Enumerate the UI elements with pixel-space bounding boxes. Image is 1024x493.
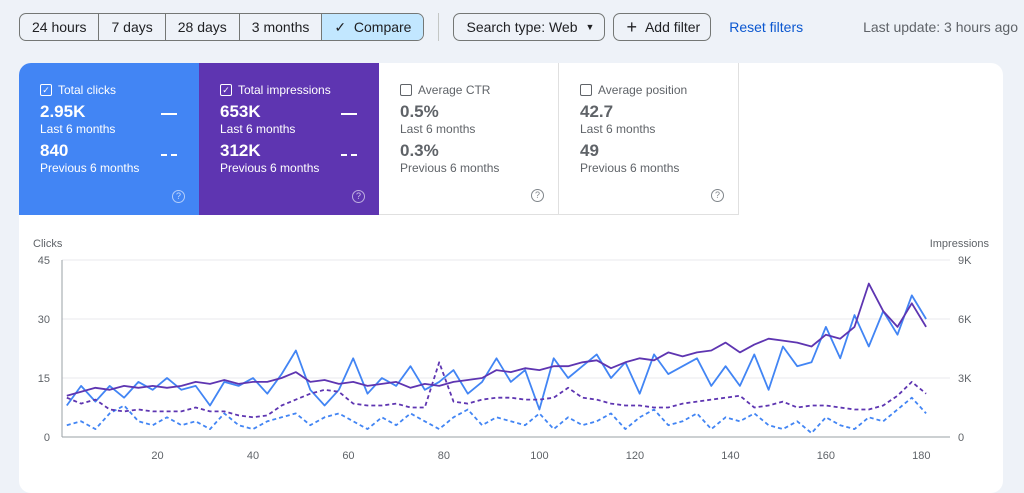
y-axis-right-label: Impressions: [930, 238, 990, 250]
plus-icon: +: [626, 17, 637, 37]
y-tick-left: 0: [44, 432, 50, 444]
x-tick: 100: [530, 450, 548, 462]
check-icon: ✓: [334, 19, 347, 35]
previous-value: 49: [580, 141, 599, 160]
card-total-impressions[interactable]: ✓ Total impressions 653K Last 6 months 31…: [199, 63, 379, 215]
current-period: Last 6 months: [220, 122, 296, 136]
help-icon[interactable]: ?: [711, 189, 724, 202]
current-value: 653K: [220, 102, 261, 121]
y-tick-left: 30: [38, 314, 50, 326]
y-tick-left: 45: [38, 255, 50, 267]
divider: [438, 13, 440, 41]
y-tick-left: 15: [38, 373, 50, 385]
checkbox-checked-icon[interactable]: ✓: [40, 84, 52, 96]
card-label: Average position: [598, 83, 688, 97]
x-tick: 80: [438, 450, 450, 462]
help-icon[interactable]: ?: [172, 190, 185, 203]
compare-button[interactable]: ✓ Compare: [322, 14, 424, 40]
current-period: Last 6 months: [400, 122, 476, 136]
card-total-clicks[interactable]: ✓ Total clicks 2.95K Last 6 months 840 Pr…: [19, 63, 199, 215]
current-value: 2.95K: [40, 102, 86, 121]
card-label: Total impressions: [238, 83, 331, 97]
toolbar: 24 hours 7 days 28 days 3 months ✓ Compa…: [19, 13, 1018, 41]
card-average-ctr[interactable]: Average CTR 0.5% Last 6 months 0.3% Prev…: [379, 63, 559, 215]
x-tick: 160: [817, 450, 835, 462]
card-label: Average CTR: [418, 83, 491, 97]
y-tick-right: 9K: [958, 255, 972, 267]
y-tick-right: 6K: [958, 314, 972, 326]
range-24-hours[interactable]: 24 hours: [20, 14, 100, 40]
last-update-text: Last update: 3 hours ago: [863, 19, 1018, 35]
card-average-position[interactable]: Average position 42.7 Last 6 months 49 P…: [559, 63, 739, 215]
metric-cards: ✓ Total clicks 2.95K Last 6 months 840 Pr…: [19, 63, 1003, 215]
x-tick: 20: [151, 450, 163, 462]
compare-label: Compare: [353, 19, 412, 35]
help-icon[interactable]: ?: [352, 190, 365, 203]
add-filter-button[interactable]: + Add filter: [613, 13, 712, 41]
previous-period: Previous 6 months: [400, 161, 500, 175]
card-label: Total clicks: [58, 83, 117, 97]
y-tick-right: 3K: [958, 373, 972, 385]
previous-value: 840: [40, 141, 69, 160]
x-tick: 60: [342, 450, 354, 462]
current-period: Last 6 months: [580, 122, 656, 136]
add-filter-label: Add filter: [644, 19, 701, 35]
solid-line-icon: [341, 113, 357, 115]
y-tick-right: 0: [958, 432, 964, 444]
performance-chart: Clicks Impressions 0 0 15 3K 30 6K 45 9K 20 40 60 8…: [33, 238, 990, 462]
date-range-selector: 24 hours 7 days 28 days 3 months ✓ Compa…: [19, 13, 425, 41]
series-line-2: [66, 396, 927, 435]
previous-period: Previous 6 months: [220, 161, 320, 175]
dashed-line-icon: [161, 154, 177, 156]
previous-period: Previous 6 months: [40, 161, 140, 175]
performance-panel: ✓ Total clicks 2.95K Last 6 months 840 Pr…: [19, 63, 1003, 493]
checkbox-unchecked-icon[interactable]: [400, 84, 412, 96]
previous-value: 0.3%: [400, 141, 439, 160]
range-28-days[interactable]: 28 days: [166, 14, 240, 40]
current-value: 42.7: [580, 102, 614, 121]
current-value: 0.5%: [400, 102, 439, 121]
solid-line-icon: [161, 113, 177, 115]
previous-period: Previous 6 months: [580, 161, 680, 175]
x-tick: 180: [912, 450, 930, 462]
search-type-dropdown[interactable]: Search type: Web ▼: [453, 13, 606, 41]
dashed-line-icon: [341, 154, 357, 156]
range-7-days[interactable]: 7 days: [99, 14, 166, 40]
x-tick: 40: [247, 450, 259, 462]
search-type-label: Search type: Web: [466, 19, 578, 35]
previous-value: 312K: [220, 141, 261, 160]
checkbox-checked-icon[interactable]: ✓: [220, 84, 232, 96]
reset-filters-link[interactable]: Reset filters: [729, 19, 804, 35]
caret-down-icon: ▼: [585, 22, 595, 32]
y-axis-left-label: Clicks: [33, 238, 63, 250]
help-icon[interactable]: ?: [531, 189, 544, 202]
range-3-months[interactable]: 3 months: [240, 14, 323, 40]
checkbox-unchecked-icon[interactable]: [580, 84, 592, 96]
series-line-0: [66, 294, 927, 411]
series-line-1: [66, 282, 927, 397]
current-period: Last 6 months: [40, 122, 116, 136]
x-tick: 140: [721, 450, 739, 462]
x-tick: 120: [626, 450, 644, 462]
series-line-3: [66, 361, 927, 419]
